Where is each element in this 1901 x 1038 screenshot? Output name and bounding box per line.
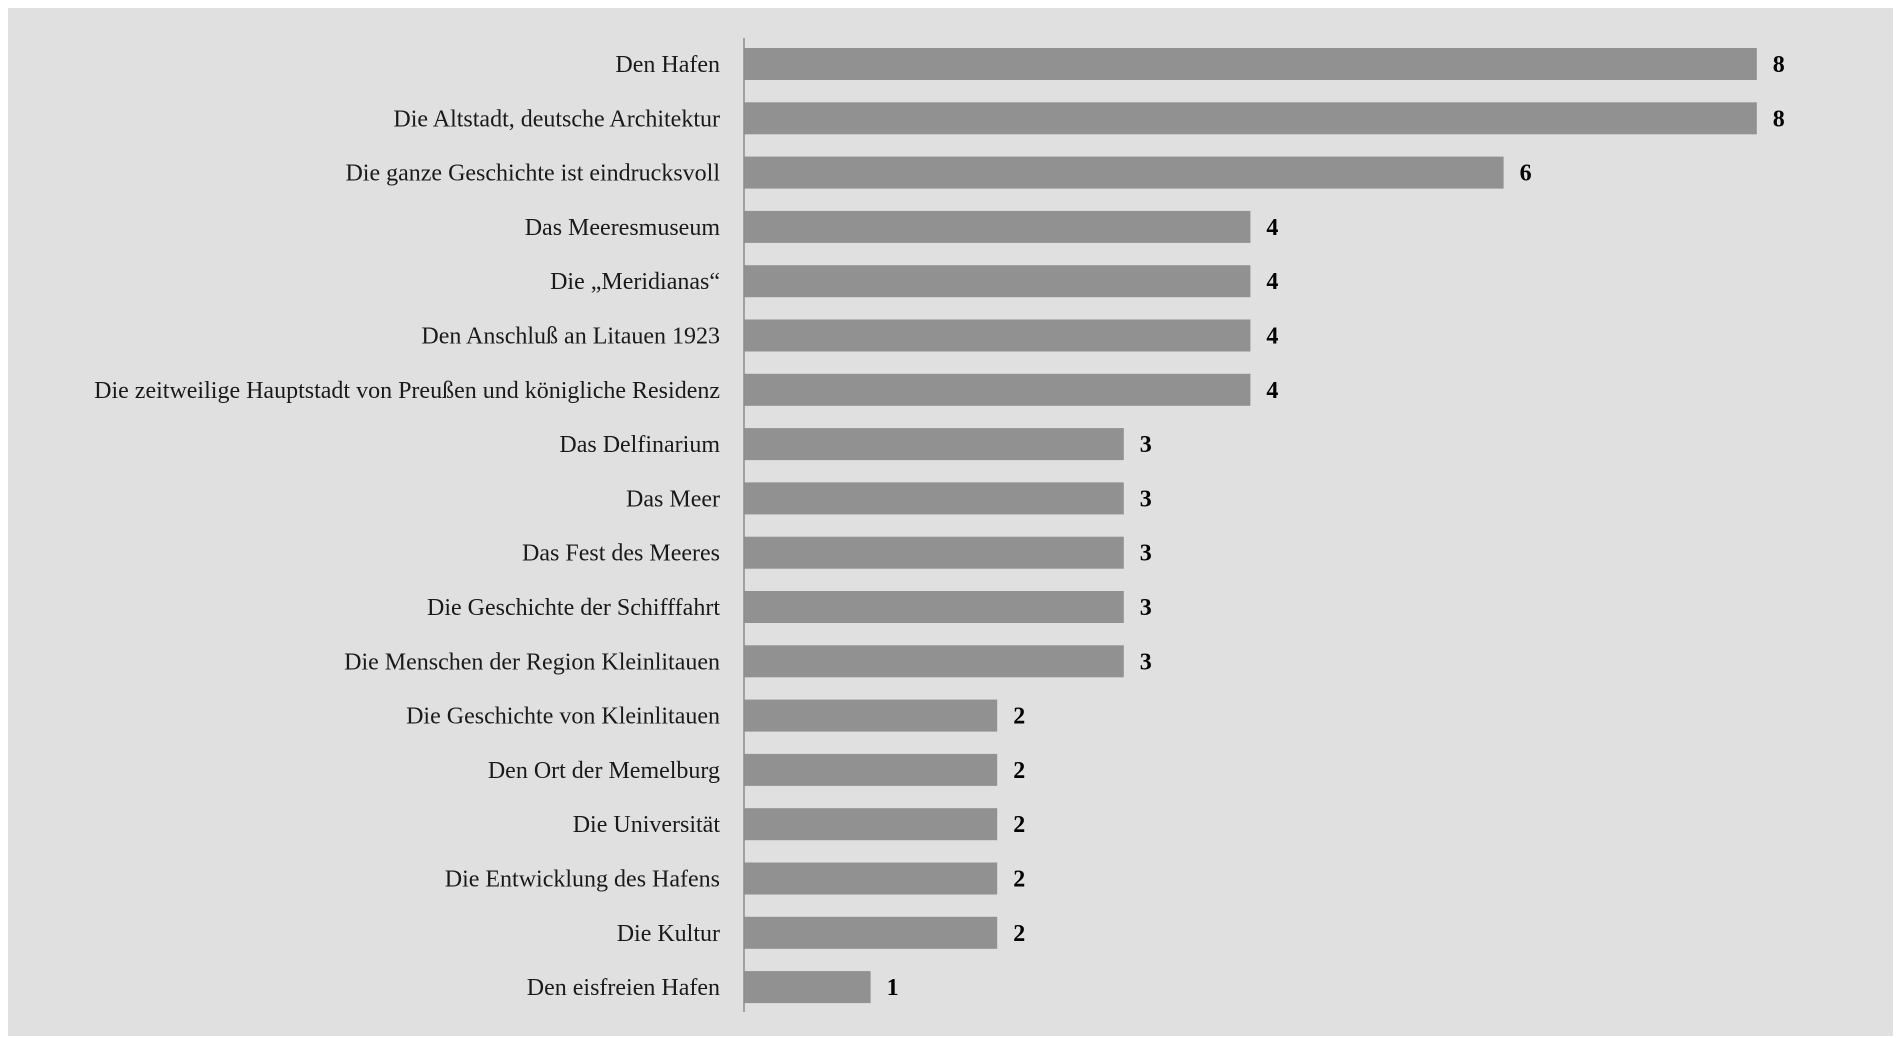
value-label: 2	[1013, 758, 1025, 784]
category-label: Die Menschen der Region Kleinlitauen	[344, 649, 720, 675]
bar	[744, 156, 1504, 189]
bar	[744, 591, 1124, 623]
value-label: 2	[1013, 812, 1025, 838]
value-label: 6	[1520, 161, 1532, 187]
category-label: Die Geschichte von Kleinlitauen	[406, 704, 720, 730]
value-label: 4	[1266, 324, 1278, 350]
value-label: 2	[1013, 921, 1025, 947]
category-label: Die zeitweilige Hauptstadt von Preußen u…	[94, 378, 720, 404]
value-label: 4	[1266, 269, 1278, 295]
value-label: 8	[1773, 52, 1785, 78]
value-labels: 8 8 6 4 4 4 4 3 3 3 3 3 2 2 2 2 2 1	[887, 52, 1785, 1001]
category-labels: Den Hafen Die Altstadt, deutsche Architek…	[94, 52, 720, 1001]
category-label: Den eisfreien Hafen	[527, 975, 720, 1001]
value-label: 2	[1013, 867, 1025, 893]
value-label: 4	[1266, 215, 1278, 241]
bar	[744, 319, 1251, 352]
bar	[744, 916, 998, 949]
bar	[744, 645, 1124, 678]
category-label: Den Ort der Memelburg	[488, 758, 720, 784]
category-label: Den Anschluß an Litauen 1923	[421, 324, 720, 350]
bars-layer	[744, 48, 1757, 1004]
bar	[744, 971, 871, 1004]
bar	[744, 862, 998, 895]
value-label: 1	[887, 975, 899, 1001]
bar	[744, 265, 1251, 298]
value-label: 3	[1140, 541, 1152, 567]
value-label: 3	[1140, 595, 1152, 621]
value-label: 8	[1773, 106, 1785, 132]
bar	[744, 428, 1124, 461]
value-label: 3	[1140, 486, 1152, 512]
category-label: Das Delfinarium	[559, 432, 720, 458]
category-label: Die Kultur	[617, 921, 720, 947]
category-label: Die Geschichte der Schifffahrt	[427, 595, 720, 621]
bar	[744, 373, 1251, 406]
category-label: Das Meeresmuseum	[525, 215, 721, 241]
category-label: Die Altstadt, deutsche Architektur	[393, 106, 720, 132]
bar	[744, 808, 998, 841]
bar	[744, 699, 998, 732]
bar	[744, 102, 1757, 135]
bar	[744, 48, 1757, 80]
bar	[744, 482, 1124, 515]
category-label: Das Fest des Meeres	[522, 541, 720, 567]
value-label: 2	[1013, 704, 1025, 730]
value-label: 3	[1140, 649, 1152, 675]
category-label: Die „Meridianas“	[550, 269, 720, 295]
category-label: Die Universität	[573, 812, 721, 838]
bar	[744, 210, 1251, 243]
bar	[744, 753, 998, 786]
category-label: Das Meer	[626, 486, 720, 512]
value-label: 4	[1266, 378, 1278, 404]
value-label: 3	[1140, 432, 1152, 458]
bar	[744, 536, 1124, 569]
category-label: Die ganze Geschichte ist eindrucksvoll	[345, 161, 720, 187]
category-label: Den Hafen	[615, 52, 720, 78]
category-label: Die Entwicklung des Hafens	[445, 867, 720, 893]
